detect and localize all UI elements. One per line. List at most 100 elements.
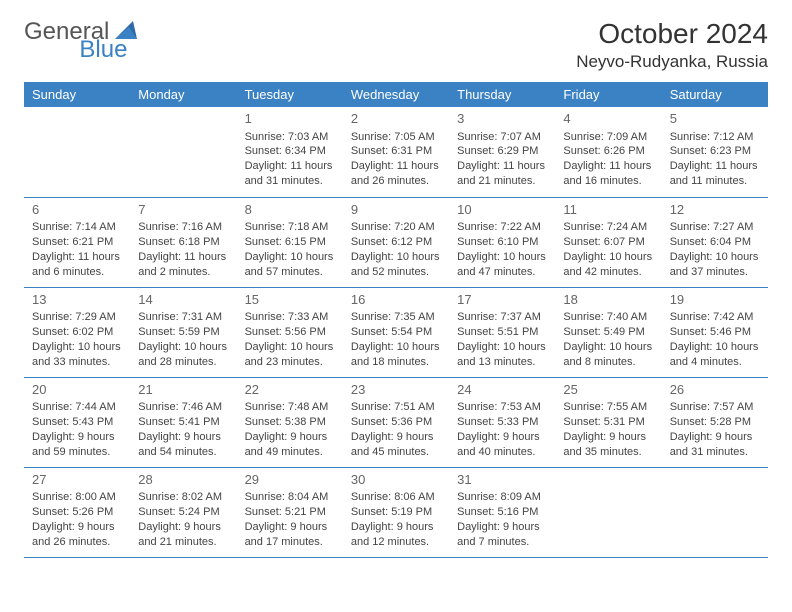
daylight-text: Daylight: 9 hours and 7 minutes. (457, 520, 547, 550)
calendar-body: 1 Sunrise: 7:03 AMSunset: 6:34 PM Daylight… (24, 107, 768, 557)
daylight-text: Daylight: 9 hours and 26 minutes. (32, 520, 122, 550)
day-number: 24 (457, 381, 547, 399)
daylight-text: Daylight: 10 hours and 47 minutes. (457, 250, 547, 280)
calendar-cell: 24Sunrise: 7:53 AMSunset: 5:33 PMDayligh… (449, 377, 555, 467)
sunset-text: Sunset: 5:43 PM (32, 415, 122, 430)
sunrise-text: Sunrise: 7:35 AM (351, 310, 441, 325)
day-number: 10 (457, 201, 547, 219)
sunrise-text: Sunrise: 8:04 AM (245, 490, 335, 505)
day-header: Monday (130, 82, 236, 107)
sunrise-text: Sunrise: 7:51 AM (351, 400, 441, 415)
title-block: October 2024 Neyvo-Rudyanka, Russia (576, 18, 768, 72)
sunrise-text: Sunrise: 7:31 AM (138, 310, 228, 325)
sunset-text: Sunset: 5:54 PM (351, 325, 441, 340)
sunset-text: Sunset: 5:36 PM (351, 415, 441, 430)
sunrise-text: Sunrise: 7:27 AM (670, 220, 760, 235)
calendar-cell: 15Sunrise: 7:33 AMSunset: 5:56 PMDayligh… (237, 287, 343, 377)
logo-text-part2: Blue (79, 36, 127, 64)
sunset-text: Sunset: 6:23 PM (670, 144, 760, 159)
day-number: 4 (563, 110, 653, 128)
daylight-text: Daylight: 11 hours and 21 minutes. (457, 159, 547, 189)
day-number: 2 (351, 110, 441, 128)
calendar-cell: 7Sunrise: 7:16 AMSunset: 6:18 PMDaylight… (130, 197, 236, 287)
calendar-cell (24, 107, 130, 197)
sunset-text: Sunset: 6:26 PM (563, 144, 653, 159)
day-number: 14 (138, 291, 228, 309)
daylight-text: Daylight: 9 hours and 40 minutes. (457, 430, 547, 460)
calendar-cell: 3 Sunrise: 7:07 AMSunset: 6:29 PMDaylight… (449, 107, 555, 197)
calendar-cell: 1Sunrise: 7:03 AMSunset: 6:34 PMDaylight… (237, 107, 343, 197)
sunrise-text: Sunrise: 7:12 AM (670, 130, 760, 145)
daylight-text: Daylight: 10 hours and 4 minutes. (670, 340, 760, 370)
sunrise-text: Sunrise: 7:55 AM (563, 400, 653, 415)
sunrise-text: Sunrise: 7:57 AM (670, 400, 760, 415)
sunset-text: Sunset: 5:16 PM (457, 505, 547, 520)
sunset-text: Sunset: 5:24 PM (138, 505, 228, 520)
calendar-cell: 25Sunrise: 7:55 AMSunset: 5:31 PMDayligh… (555, 377, 661, 467)
daylight-text: Daylight: 10 hours and 42 minutes. (563, 250, 653, 280)
month-title: October 2024 (576, 18, 768, 50)
day-number: 16 (351, 291, 441, 309)
calendar-cell: 10Sunrise: 7:22 AMSunset: 6:10 PMDayligh… (449, 197, 555, 287)
day-number: 5 (670, 110, 760, 128)
daylight-text: Daylight: 10 hours and 33 minutes. (32, 340, 122, 370)
day-number: 21 (138, 381, 228, 399)
daylight-text: Daylight: 11 hours and 16 minutes. (563, 159, 653, 189)
sunrise-text: Sunrise: 7:44 AM (32, 400, 122, 415)
day-number: 7 (138, 201, 228, 219)
daylight-text: Daylight: 10 hours and 57 minutes. (245, 250, 335, 280)
calendar-week-row: 6Sunrise: 7:14 AMSunset: 6:21 PMDaylight… (24, 197, 768, 287)
daylight-text: Daylight: 11 hours and 26 minutes. (351, 159, 441, 189)
day-number: 28 (138, 471, 228, 489)
calendar-cell: 12Sunrise: 7:27 AMSunset: 6:04 PMDayligh… (662, 197, 768, 287)
daylight-text: Daylight: 10 hours and 18 minutes. (351, 340, 441, 370)
calendar-cell: 28Sunrise: 8:02 AMSunset: 5:24 PMDayligh… (130, 467, 236, 557)
sunset-text: Sunset: 6:10 PM (457, 235, 547, 250)
day-number: 30 (351, 471, 441, 489)
sunset-text: Sunset: 6:34 PM (245, 144, 335, 159)
sunrise-text: Sunrise: 7:53 AM (457, 400, 547, 415)
calendar-cell (662, 467, 768, 557)
day-header: Friday (555, 82, 661, 107)
day-number: 31 (457, 471, 547, 489)
sunrise-text: Sunrise: 7:42 AM (670, 310, 760, 325)
daylight-text: Daylight: 11 hours and 2 minutes. (138, 250, 228, 280)
sunset-text: Sunset: 6:29 PM (457, 144, 547, 159)
calendar-cell: 30Sunrise: 8:06 AMSunset: 5:19 PMDayligh… (343, 467, 449, 557)
sunset-text: Sunset: 5:28 PM (670, 415, 760, 430)
sunset-text: Sunset: 5:38 PM (245, 415, 335, 430)
day-number: 17 (457, 291, 547, 309)
daylight-text: Daylight: 10 hours and 28 minutes. (138, 340, 228, 370)
day-number: 12 (670, 201, 760, 219)
day-header: Wednesday (343, 82, 449, 107)
sunset-text: Sunset: 6:21 PM (32, 235, 122, 250)
sunrise-text: Sunrise: 7:37 AM (457, 310, 547, 325)
daylight-text: Daylight: 11 hours and 11 minutes. (670, 159, 760, 189)
day-number: 1 (245, 110, 335, 128)
sunrise-text: Sunrise: 7:20 AM (351, 220, 441, 235)
day-number: 23 (351, 381, 441, 399)
sunrise-text: Sunrise: 8:06 AM (351, 490, 441, 505)
sunset-text: Sunset: 5:19 PM (351, 505, 441, 520)
calendar-cell: 8Sunrise: 7:18 AMSunset: 6:15 PMDaylight… (237, 197, 343, 287)
day-number: 3 (457, 110, 547, 128)
sunset-text: Sunset: 5:46 PM (670, 325, 760, 340)
daylight-text: Daylight: 10 hours and 37 minutes. (670, 250, 760, 280)
sunrise-text: Sunrise: 7:16 AM (138, 220, 228, 235)
calendar-cell: 2Sunrise: 7:05 AMSunset: 6:31 PMDaylight… (343, 107, 449, 197)
sunrise-text: Sunrise: 7:24 AM (563, 220, 653, 235)
sunrise-text: Sunrise: 7:07 AM (457, 130, 547, 145)
calendar-cell: 11Sunrise: 7:24 AMSunset: 6:07 PMDayligh… (555, 197, 661, 287)
calendar-cell: 17Sunrise: 7:37 AMSunset: 5:51 PMDayligh… (449, 287, 555, 377)
sunrise-text: Sunrise: 7:33 AM (245, 310, 335, 325)
daylight-text: Daylight: 11 hours and 6 minutes. (32, 250, 122, 280)
sunrise-text: Sunrise: 8:02 AM (138, 490, 228, 505)
sunrise-text: Sunrise: 7:03 AM (245, 130, 335, 145)
day-number: 18 (563, 291, 653, 309)
daylight-text: Daylight: 9 hours and 45 minutes. (351, 430, 441, 460)
sunset-text: Sunset: 5:51 PM (457, 325, 547, 340)
calendar-cell (555, 467, 661, 557)
sunset-text: Sunset: 6:02 PM (32, 325, 122, 340)
calendar-cell: 23Sunrise: 7:51 AMSunset: 5:36 PMDayligh… (343, 377, 449, 467)
day-header: Sunday (24, 82, 130, 107)
